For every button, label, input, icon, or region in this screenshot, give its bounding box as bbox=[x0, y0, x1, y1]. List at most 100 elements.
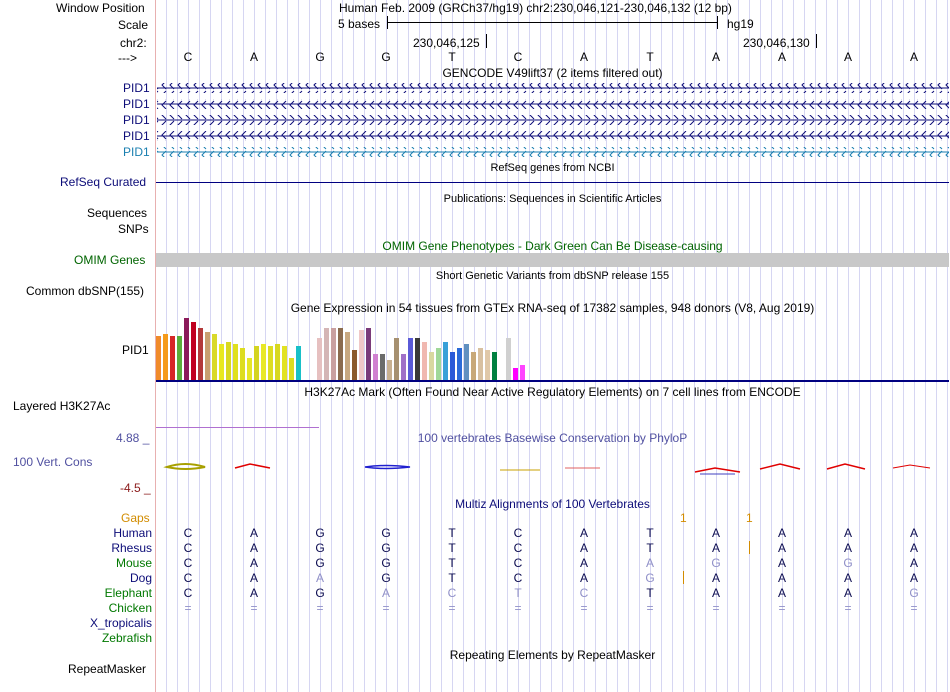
aligned-base: G bbox=[381, 571, 391, 585]
dbsnp-label[interactable]: Common dbSNP(155) bbox=[26, 284, 145, 298]
gtex-tissue-bar[interactable] bbox=[240, 348, 245, 380]
gencode-gene-label[interactable]: PID1 bbox=[123, 81, 150, 95]
gtex-tissue-bar[interactable] bbox=[422, 342, 427, 380]
h3k27-title[interactable]: H3K27Ac Mark (Often Found Near Active Re… bbox=[304, 385, 801, 399]
gtex-tissue-bar[interactable] bbox=[170, 336, 175, 380]
snps-label[interactable]: SNPs bbox=[118, 222, 149, 236]
gtex-tissue-bar[interactable] bbox=[415, 338, 420, 380]
gtex-tissue-bar[interactable] bbox=[492, 352, 497, 380]
gridline bbox=[452, 0, 453, 692]
gencode-gene-label[interactable]: PID1 bbox=[123, 145, 150, 159]
gridline bbox=[617, 0, 618, 692]
gtex-tissue-bar[interactable] bbox=[156, 336, 161, 380]
gtex-tissue-bar[interactable] bbox=[464, 344, 469, 380]
refseq-gene-line[interactable] bbox=[156, 182, 949, 183]
gtex-tissue-bar[interactable] bbox=[450, 352, 455, 380]
gridline bbox=[925, 0, 926, 692]
gtex-tissue-bar[interactable] bbox=[394, 338, 399, 380]
species-label[interactable]: Human bbox=[113, 526, 152, 540]
gtex-tissue-bar[interactable] bbox=[429, 352, 434, 380]
gtex-tissue-bar[interactable] bbox=[177, 336, 182, 380]
gtex-tissue-bar[interactable] bbox=[254, 346, 259, 380]
gtex-tissue-bar[interactable] bbox=[436, 348, 441, 380]
gtex-tissue-bar[interactable] bbox=[331, 328, 336, 380]
gtex-tissue-bar[interactable] bbox=[317, 338, 322, 380]
repeat-title[interactable]: Repeating Elements by RepeatMasker bbox=[449, 648, 656, 662]
gtex-tissue-bar[interactable] bbox=[247, 358, 252, 380]
cons-wiggle[interactable] bbox=[155, 455, 950, 483]
gtex-tissue-bar[interactable] bbox=[303, 336, 308, 380]
gtex-tissue-bar[interactable] bbox=[478, 348, 483, 380]
species-label[interactable]: Dog bbox=[129, 571, 152, 585]
cons-title[interactable]: 100 vertebrates Basewise Conservation by… bbox=[417, 431, 688, 445]
gtex-tissue-bar[interactable] bbox=[387, 360, 392, 380]
species-label[interactable]: Chicken bbox=[108, 601, 152, 615]
gtex-bar-chart[interactable] bbox=[156, 316, 536, 380]
cons-label[interactable]: 100 Vert. Cons bbox=[13, 455, 93, 469]
h3k27-label[interactable]: Layered H3K27Ac bbox=[13, 399, 111, 413]
omim-label[interactable]: OMIM Genes bbox=[74, 253, 146, 267]
refseq-title[interactable]: RefSeq genes from NCBI bbox=[490, 162, 615, 174]
gridline bbox=[595, 0, 596, 692]
gtex-title[interactable]: Gene Expression in 54 tissues from GTEx … bbox=[290, 301, 815, 315]
gtex-tissue-bar[interactable] bbox=[261, 344, 266, 380]
gtex-tissue-bar[interactable] bbox=[282, 346, 287, 380]
strand-arrow-label[interactable]: ---> bbox=[118, 51, 137, 65]
aligned-base: A bbox=[579, 526, 588, 540]
omim-gene-bar[interactable] bbox=[156, 253, 949, 267]
gtex-tissue-bar[interactable] bbox=[296, 346, 301, 380]
gtex-label[interactable]: PID1 bbox=[122, 343, 149, 357]
gaps-label[interactable]: Gaps bbox=[121, 511, 150, 525]
gtex-tissue-bar[interactable] bbox=[212, 334, 217, 380]
species-label[interactable]: Rhesus bbox=[111, 541, 152, 555]
species-label[interactable]: X_tropicalis bbox=[89, 616, 152, 630]
repeat-label[interactable]: RepeatMasker bbox=[68, 662, 147, 676]
sequences-label[interactable]: Sequences bbox=[87, 206, 148, 220]
gtex-tissue-bar[interactable] bbox=[198, 328, 203, 380]
gtex-tissue-bar[interactable] bbox=[289, 358, 294, 380]
gridline bbox=[243, 0, 244, 692]
refseq-label[interactable]: RefSeq Curated bbox=[60, 175, 147, 189]
omim-title[interactable]: OMIM Gene Phenotypes - Dark Green Can Be… bbox=[382, 239, 723, 253]
gtex-tissue-bar[interactable] bbox=[184, 318, 189, 380]
gtex-tissue-bar[interactable] bbox=[457, 348, 462, 380]
gtex-tissue-bar[interactable] bbox=[366, 328, 371, 380]
gtex-tissue-bar[interactable] bbox=[471, 352, 476, 380]
gtex-tissue-bar[interactable] bbox=[324, 328, 329, 380]
gtex-tissue-bar[interactable] bbox=[191, 322, 196, 380]
gencode-gene-label[interactable]: PID1 bbox=[123, 129, 150, 143]
multiz-title[interactable]: Multiz Alignments of 100 Vertebrates bbox=[455, 497, 650, 511]
gencode-gene-label[interactable]: PID1 bbox=[123, 97, 150, 111]
gtex-tissue-bar[interactable] bbox=[401, 354, 406, 380]
gtex-tissue-bar[interactable] bbox=[506, 338, 511, 380]
pubs-title[interactable]: Publications: Sequences in Scientific Ar… bbox=[443, 193, 662, 205]
gridline bbox=[606, 0, 607, 692]
gtex-tissue-bar[interactable] bbox=[338, 328, 343, 380]
gtex-tissue-bar[interactable] bbox=[345, 332, 350, 380]
gtex-tissue-bar[interactable] bbox=[163, 334, 168, 380]
gtex-tissue-bar[interactable] bbox=[233, 344, 238, 380]
gtex-tissue-bar[interactable] bbox=[352, 350, 357, 380]
gridline bbox=[771, 0, 772, 692]
aligned-base: = bbox=[448, 601, 456, 615]
species-label[interactable]: Zebrafish bbox=[101, 631, 152, 645]
aligned-base: A bbox=[249, 586, 258, 600]
gtex-tissue-bar[interactable] bbox=[373, 354, 378, 380]
gtex-tissue-bar[interactable] bbox=[275, 344, 280, 380]
gencode-title[interactable]: GENCODE V49lift37 (2 items filtered out) bbox=[442, 66, 663, 80]
gtex-tissue-bar[interactable] bbox=[513, 368, 518, 380]
gtex-tissue-bar[interactable] bbox=[485, 350, 490, 380]
species-label[interactable]: Elephant bbox=[104, 586, 152, 600]
gtex-tissue-bar[interactable] bbox=[205, 332, 210, 380]
gtex-tissue-bar[interactable] bbox=[359, 330, 364, 380]
gtex-tissue-bar[interactable] bbox=[520, 365, 525, 380]
gtex-tissue-bar[interactable] bbox=[380, 354, 385, 380]
gtex-tissue-bar[interactable] bbox=[219, 344, 224, 380]
dbsnp-title[interactable]: Short Genetic Variants from dbSNP releas… bbox=[435, 270, 670, 282]
gencode-gene-label[interactable]: PID1 bbox=[123, 113, 150, 127]
species-label[interactable]: Mouse bbox=[115, 556, 152, 570]
gtex-tissue-bar[interactable] bbox=[443, 342, 448, 380]
gtex-tissue-bar[interactable] bbox=[268, 346, 273, 380]
gtex-tissue-bar[interactable] bbox=[226, 342, 231, 380]
gtex-tissue-bar[interactable] bbox=[408, 338, 413, 380]
